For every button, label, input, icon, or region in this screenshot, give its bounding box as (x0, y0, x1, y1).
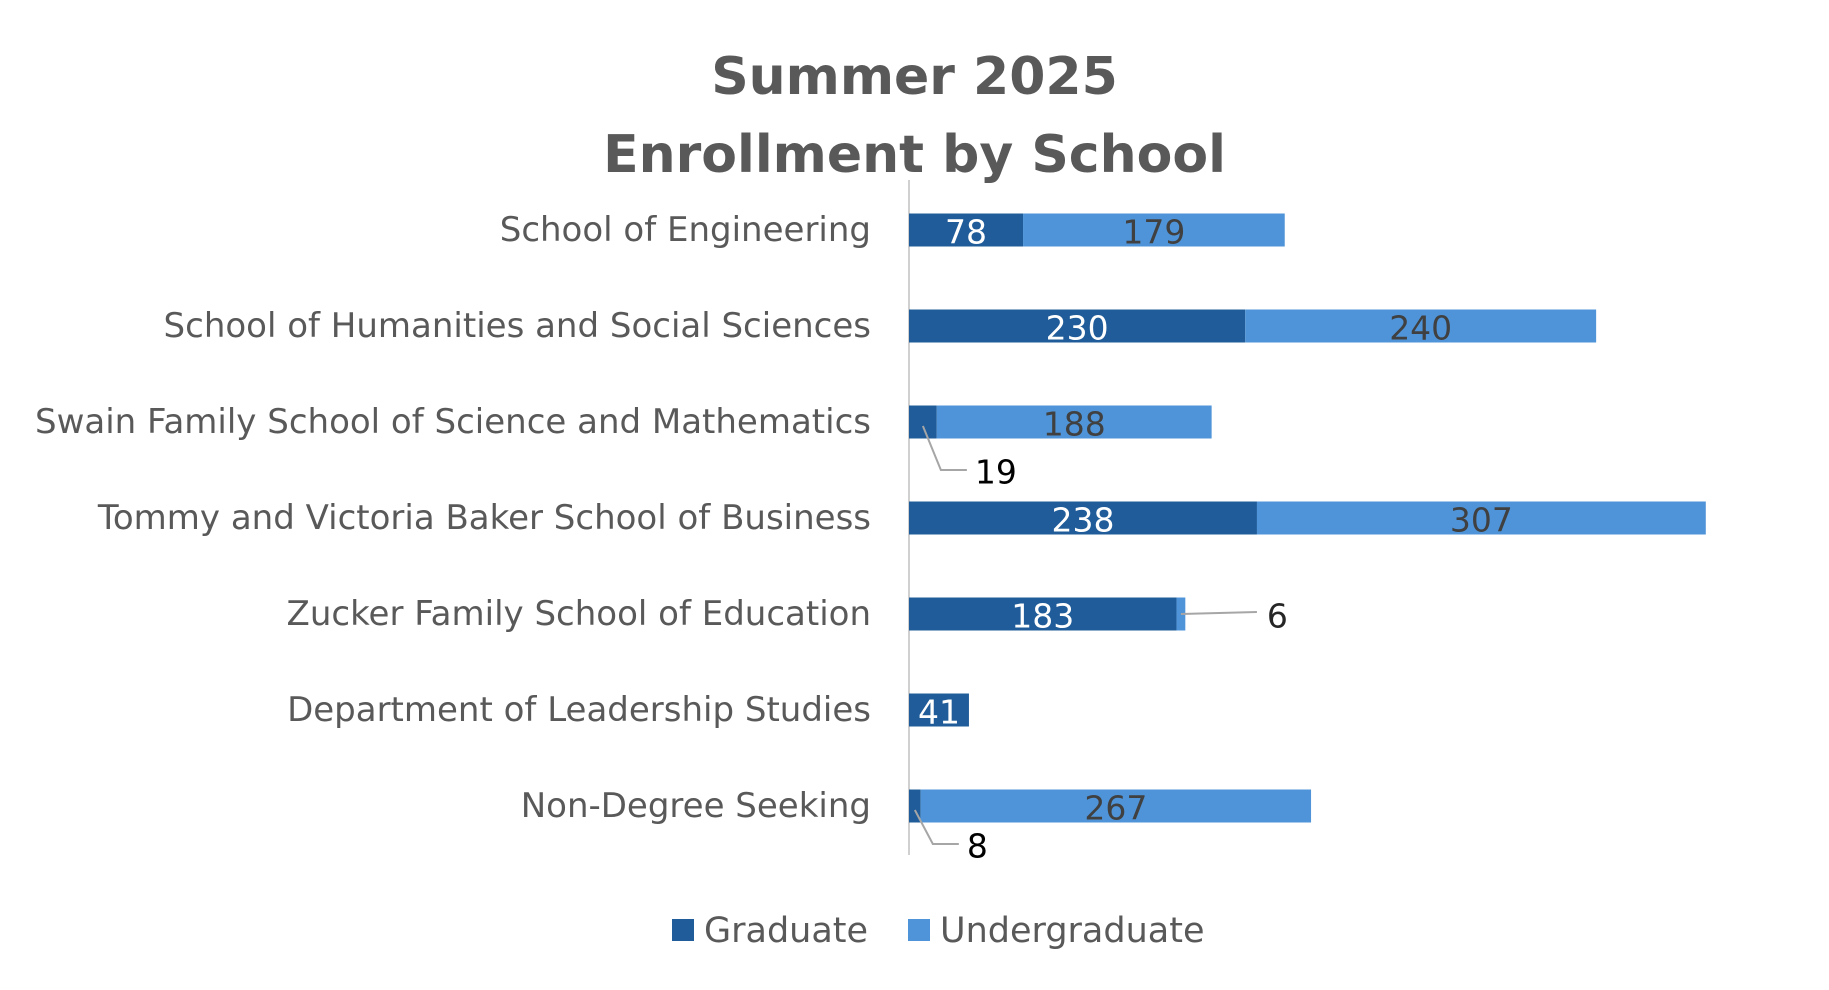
bar-undergraduate-4 (1256, 501, 1706, 535)
data-label-graduate-6: 41 (918, 693, 960, 732)
category-label-zucker-family-school-of-education: Zucker Family School of Education (287, 594, 871, 634)
bar-marks (909, 213, 1706, 823)
data-label-graduate-4: 238 (1051, 501, 1114, 540)
category-labels: School of Engineering School of Humanitie… (35, 210, 871, 826)
chart-title-line-2: Enrollment by School (603, 125, 1226, 185)
leader-line-5 (1180, 611, 1257, 615)
legend-label-graduate: Graduate (704, 911, 868, 951)
data-label-undergraduate-5: 6 (1267, 597, 1288, 636)
data-label-undergraduate-1: 179 (1122, 213, 1185, 252)
data-label-undergraduate-4: 307 (1450, 501, 1513, 540)
leader-line-7 (913, 809, 959, 845)
bar-graduate-7 (909, 789, 921, 823)
bar-undergraduate-1 (1023, 213, 1285, 247)
data-label-graduate-7: 8 (967, 827, 988, 866)
category-label-department-of-leadership-studies: Department of Leadership Studies (287, 690, 871, 730)
bar-graduate-3 (909, 405, 937, 439)
bar-graduate-6 (909, 693, 969, 727)
data-label-graduate-2: 230 (1046, 309, 1109, 348)
category-label-tommy-and-victoria-baker-school-of-business: Tommy and Victoria Baker School of Busin… (97, 498, 871, 538)
bar-undergraduate-7 (920, 789, 1312, 823)
bar-undergraduate-3 (936, 405, 1212, 439)
legend: Graduate Undergraduate (672, 911, 1204, 951)
data-label-undergraduate-3: 188 (1043, 405, 1106, 444)
data-label-graduate-1: 78 (945, 213, 987, 252)
bar-undergraduate-2 (1245, 309, 1597, 343)
chart-title-line-1: Summer 2025 (711, 47, 1118, 107)
bar-graduate-5 (909, 597, 1177, 631)
bar-graduate-1 (909, 213, 1024, 247)
data-label-undergraduate-7: 267 (1084, 789, 1147, 828)
legend-label-undergraduate: Undergraduate (940, 911, 1204, 951)
legend-swatch-undergraduate (908, 919, 930, 941)
category-label-non-degree-seeking: Non-Degree Seeking (521, 786, 871, 826)
leader-line-3 (921, 425, 967, 471)
data-label-graduate-5: 183 (1011, 597, 1074, 636)
data-label-undergraduate-2: 240 (1389, 309, 1452, 348)
bar-graduate-4 (909, 501, 1257, 535)
bar-graduate-2 (909, 309, 1246, 343)
category-label-school-of-engineering: School of Engineering (500, 210, 871, 250)
category-label-school-of-humanities-and-social-sciences: School of Humanities and Social Sciences (164, 306, 871, 346)
category-label-swain-family-school-of-science-and-mathematics: Swain Family School of Science and Mathe… (35, 402, 871, 442)
data-label-graduate-3: 19 (975, 453, 1017, 492)
chart-title: Summer 2025 Enrollment by School (0, 38, 1829, 194)
data-labels: 78 179 230 240 19 188 238 307 183 6 41 8 267 (913, 213, 1513, 866)
legend-swatch-graduate (672, 919, 694, 941)
